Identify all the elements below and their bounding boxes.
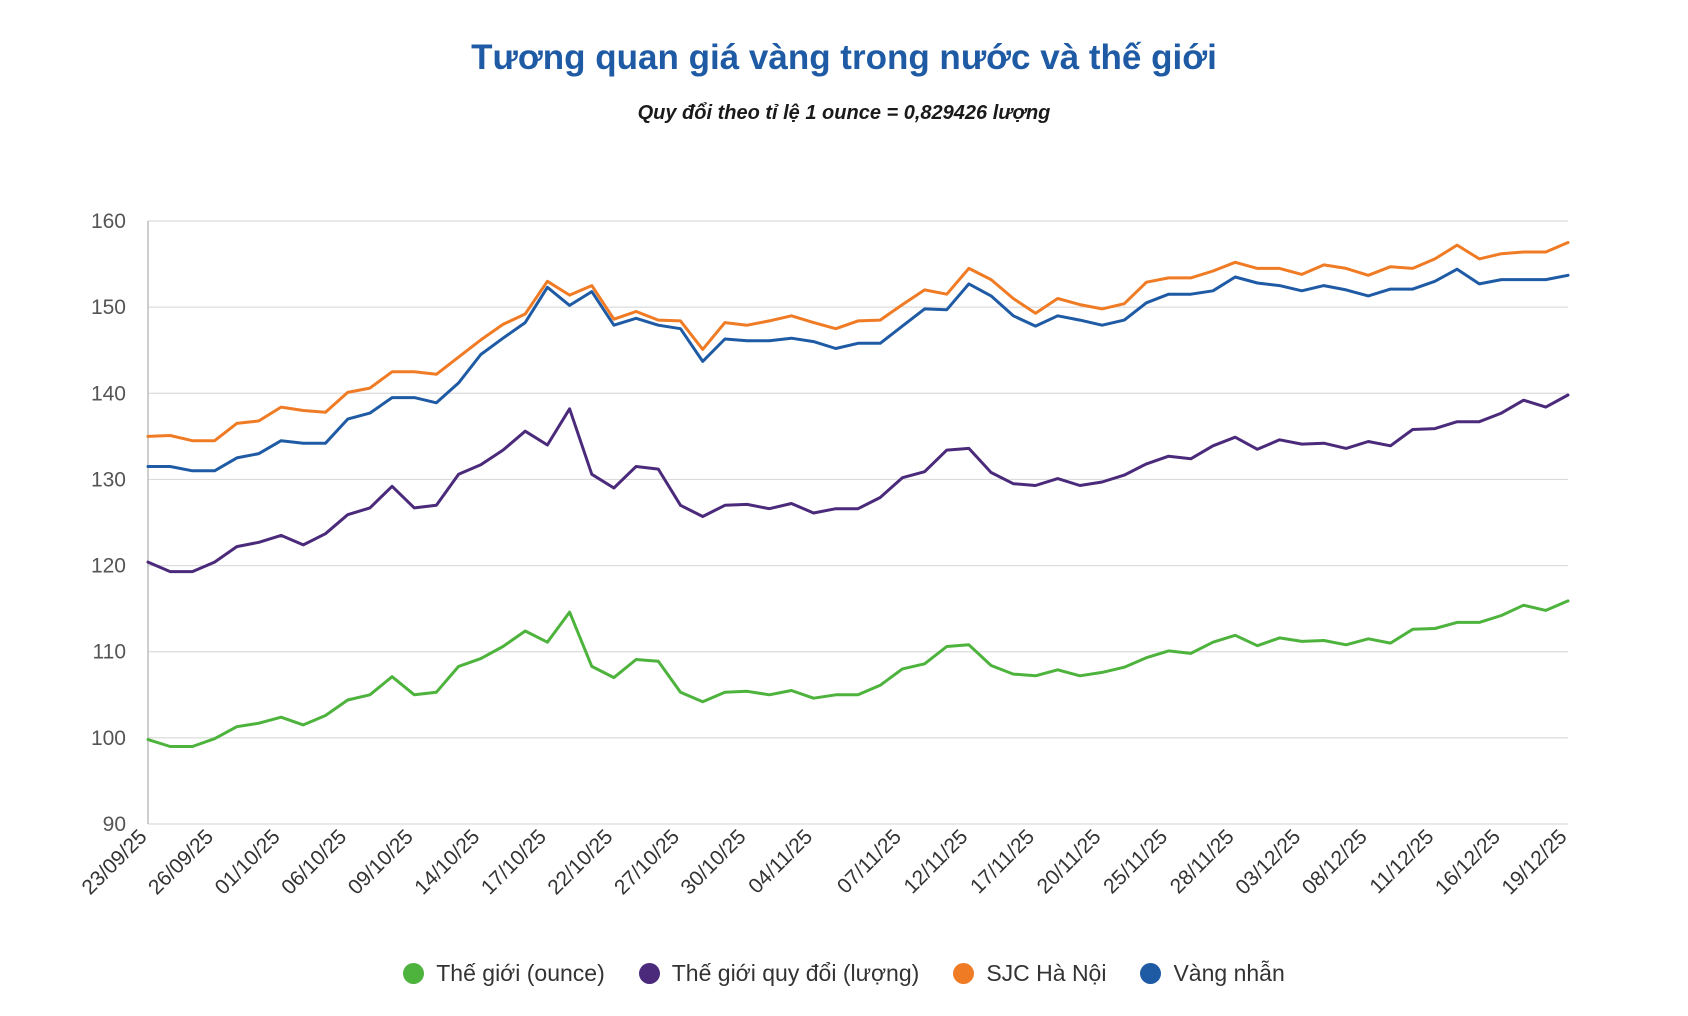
- x-tick-label: 28/11/25: [1166, 825, 1239, 898]
- legend-label: Vàng nhẫn: [1173, 960, 1285, 986]
- series-line-2: [146, 241, 1570, 443]
- x-tick-label: 17/10/25: [477, 825, 551, 899]
- x-tick-label: 25/11/25: [1099, 825, 1172, 898]
- series-line-0: [146, 599, 1570, 748]
- x-tick-label: 22/10/25: [543, 825, 617, 899]
- x-tick-label: 17/11/25: [966, 825, 1039, 898]
- legend-marker-icon: [953, 963, 975, 984]
- y-tick-label: 150: [91, 296, 126, 319]
- y-tick-label: 160: [91, 210, 126, 233]
- x-tick-label: 26/09/25: [144, 825, 218, 899]
- legend: Thế giới (ounce) Thế giới quy đổi (lượng…: [0, 960, 1688, 987]
- x-axis-ticks: 23/09/2526/09/2501/10/2506/10/2509/10/25…: [77, 825, 1571, 899]
- gridlines: [148, 220, 1568, 825]
- series-line-3: [146, 267, 1570, 473]
- x-tick-label: 14/10/25: [410, 825, 484, 899]
- x-tick-label: 03/12/25: [1231, 825, 1305, 899]
- x-tick-label: 09/10/25: [344, 825, 418, 899]
- y-axis-ticks: 90 100 110 120 130 140 150 160: [91, 210, 126, 836]
- y-tick-label: 110: [93, 641, 126, 664]
- y-tick-label: 90: [103, 813, 126, 836]
- chart-title: Tương quan giá vàng trong nước và thế gi…: [471, 38, 1217, 77]
- legend-marker-icon: [1140, 963, 1162, 984]
- legend-marker-icon: [403, 963, 425, 984]
- legend-item-sjc-ha-noi[interactable]: SJC Hà Nội: [953, 960, 1106, 987]
- y-tick-label: 100: [91, 727, 126, 750]
- x-tick-label: 04/11/25: [744, 825, 817, 898]
- x-tick-label: 11/12/25: [1365, 825, 1438, 898]
- x-tick-label: 23/09/25: [77, 825, 151, 899]
- x-tick-label: 06/10/25: [277, 825, 351, 899]
- x-tick-label: 20/11/25: [1033, 825, 1106, 898]
- chart-subtitle: Quy đổi theo tỉ lệ 1 ounce = 0,829426 lư…: [637, 102, 1051, 124]
- series-lines: [146, 241, 1570, 748]
- legend-label: Thế giới (ounce): [436, 960, 605, 986]
- y-tick-label: 120: [91, 555, 126, 578]
- legend-item-vang-nhan[interactable]: Vàng nhẫn: [1140, 960, 1285, 987]
- series-line-1: [146, 393, 1570, 574]
- legend-item-the-gioi-quy-doi[interactable]: Thế giới quy đổi (lượng): [638, 960, 920, 987]
- y-tick-label: 130: [91, 468, 126, 491]
- x-tick-label: 19/12/25: [1497, 825, 1571, 899]
- legend-item-the-gioi-ounce[interactable]: Thế giới (ounce): [403, 960, 605, 987]
- x-tick-label: 12/11/25: [900, 825, 973, 898]
- x-tick-label: 30/10/25: [677, 825, 751, 899]
- legend-marker-icon: [638, 963, 660, 984]
- x-tick-label: 07/11/25: [833, 825, 906, 898]
- legend-label: Thế giới quy đổi (lượng): [671, 960, 920, 986]
- y-tick-label: 140: [91, 382, 126, 405]
- x-tick-label: 16/12/25: [1431, 825, 1505, 899]
- legend-label: SJC Hà Nội: [986, 960, 1107, 986]
- x-tick-label: 01/10/25: [211, 825, 285, 899]
- x-tick-label: 08/12/25: [1298, 825, 1372, 899]
- x-tick-label: 27/10/25: [610, 825, 684, 899]
